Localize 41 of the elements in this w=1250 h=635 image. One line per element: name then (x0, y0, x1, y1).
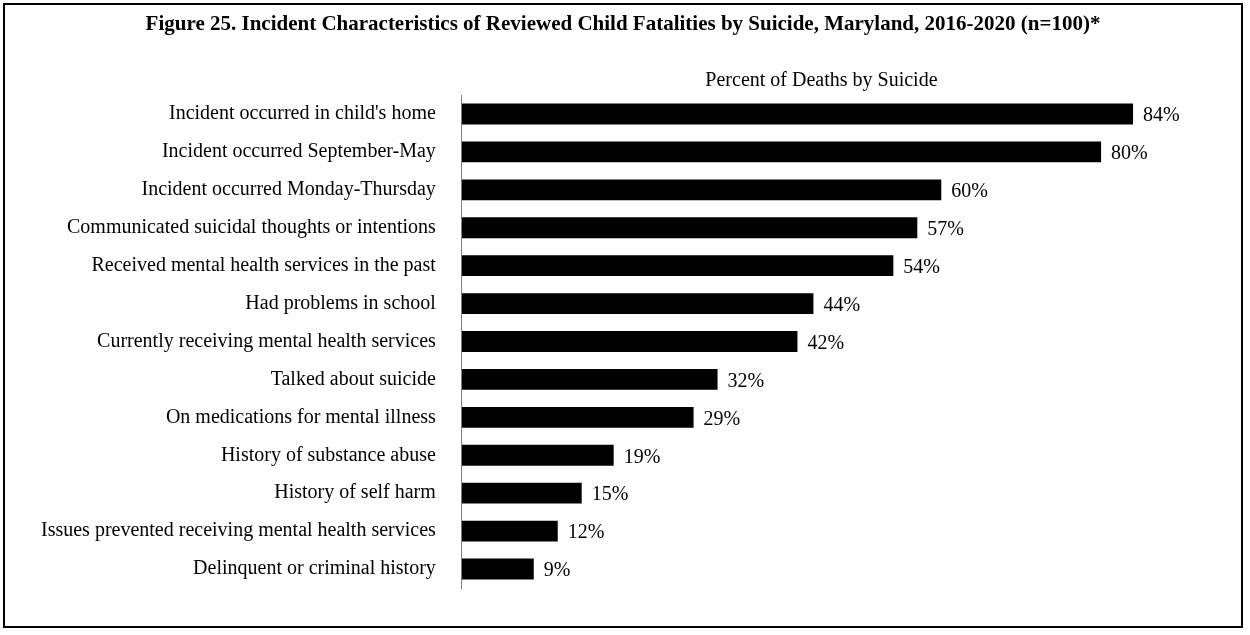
bar (461, 217, 918, 239)
data-label: 42% (807, 330, 845, 353)
y-tick-label: History of self harm (274, 480, 437, 504)
bar (461, 444, 614, 466)
y-tick-label: Issues prevented receiving mental health services (41, 518, 437, 542)
data-label: 32% (727, 368, 765, 391)
bar (461, 141, 1102, 163)
y-tick-label: Talked about suicide (270, 366, 436, 389)
y-tick-label: Incident occurred in child's home (168, 101, 436, 124)
data-label: 12% (567, 520, 605, 543)
data-label: 29% (703, 406, 741, 429)
bar (461, 520, 558, 542)
y-tick-label: Had problems in school (245, 290, 437, 314)
x-axis-title: Percent of Deaths by Suicide (705, 68, 938, 92)
y-tick-label: Currently receiving mental health services (97, 328, 437, 352)
y-tick-label: History of substance abuse (220, 442, 436, 466)
bar (461, 293, 814, 315)
bar (461, 179, 942, 201)
data-label: 19% (623, 444, 661, 467)
y-tick-label: Incident occurred September-May (161, 139, 436, 163)
y-tick-label: Delinquent or criminal history (193, 556, 436, 580)
chart-title: Figure 25. Incident Characteristics of Reviewed Child Fatalities by Suicide, Maryland, 2016-2020 (n=100)* (144, 10, 1102, 36)
data-label: 9% (543, 558, 571, 581)
y-tick-label: Incident occurred Monday-Thursday (141, 177, 436, 201)
data-label: 80% (1111, 141, 1148, 164)
data-label: 15% (591, 482, 629, 505)
data-label: 44% (823, 292, 861, 315)
data-label: 84% (1143, 103, 1180, 126)
bar (461, 482, 582, 504)
bar (461, 103, 1134, 125)
data-label: 60% (951, 179, 988, 202)
data-label: 57% (927, 216, 964, 239)
bar (461, 368, 718, 390)
bar (461, 558, 534, 580)
y-tick-label: Communicated suicidal thoughts or intentions (66, 214, 437, 238)
y-tick-label: On medications for mental illness (165, 404, 437, 427)
bar (461, 255, 894, 277)
bar (461, 406, 694, 428)
data-label: 54% (903, 254, 941, 277)
y-tick-label: Received mental health services in the past (91, 252, 437, 276)
bar (461, 331, 798, 352)
